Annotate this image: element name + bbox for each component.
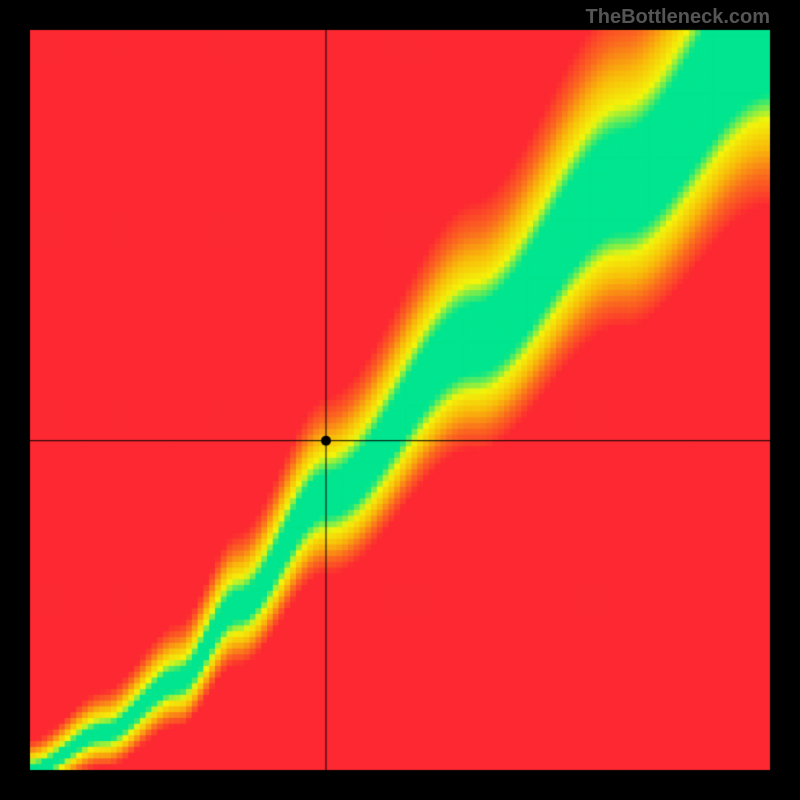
heatmap-canvas xyxy=(0,0,800,800)
chart-frame: TheBottleneck.com xyxy=(0,0,800,800)
watermark-text: TheBottleneck.com xyxy=(586,6,770,29)
